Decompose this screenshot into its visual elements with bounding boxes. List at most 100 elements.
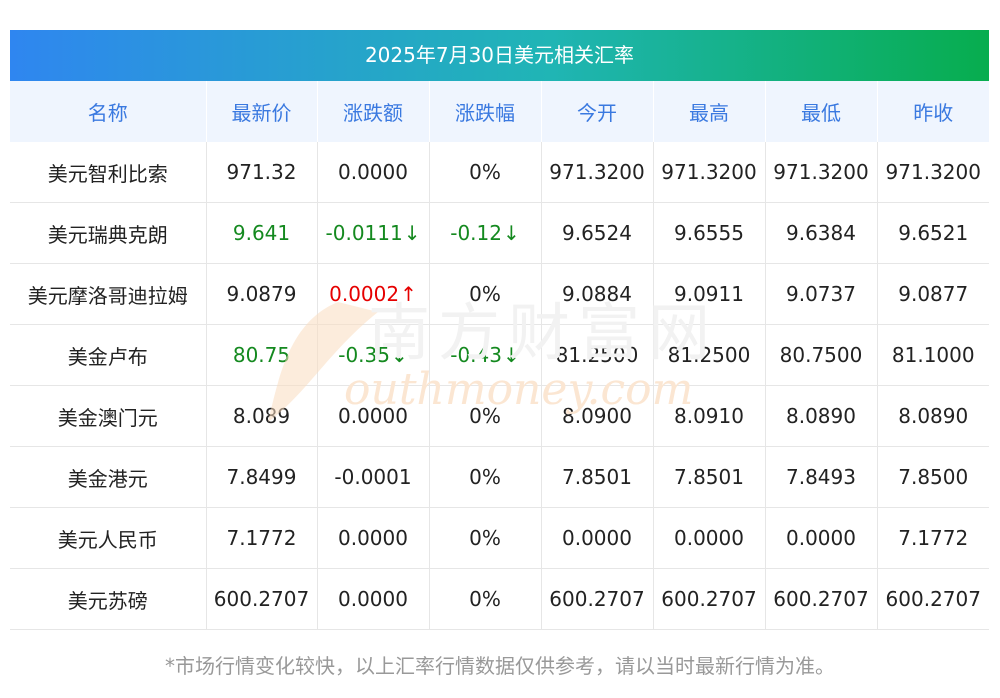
row-price: 971.32 [206,142,318,203]
row-change: 0.0000 [317,568,430,630]
row-open: 9.6524 [541,202,654,264]
row-change-pct-value: 0% [469,526,501,550]
row-price-value: 600.2707 [213,587,310,611]
row-prev-close-value: 600.2707 [885,587,981,611]
column-header-high: 最高 [653,81,766,142]
row-prev-close-value: 9.0877 [898,282,969,306]
row-change: 0.0000 [317,142,430,203]
row-high-value: 0.0000 [674,526,744,550]
row-low-value: 9.0737 [786,282,856,306]
table-title: 2025年7月30日美元相关汇率 [10,30,989,81]
table-row: 美金港元 7.8499 -0.0001 0% 7.8501 7.8501 7.8493 7.8… [10,446,989,508]
row-price-value: 80.75 [232,343,291,367]
row-open: 8.0900 [541,385,654,447]
row-change: 0.0000 [317,385,430,447]
table-row: 美元智利比索 971.32 0.0000 0% 971.3200 971.3200 971.… [10,142,989,203]
row-name-value: 美金港元 [67,466,148,491]
row-price-value: 9.0879 [226,282,297,306]
table-row: 美元人民币 7.1772 0.0000 0% 0.0000 0.0000 0.0000 7.1… [10,507,989,569]
row-low: 600.2707 [765,568,878,630]
table-row: 美金澳门元 8.089 0.0000 0% 8.0900 8.0910 8.0890 8.08… [10,385,989,447]
table-row: 美元苏磅 600.2707 0.0000 0% 600.2707 600.2707 600.… [10,568,989,630]
row-prev-close: 8.0890 [877,385,989,447]
row-open-value: 971.3200 [549,160,645,184]
row-high: 9.6555 [653,202,766,264]
row-open: 600.2707 [541,568,654,630]
row-prev-close: 7.8500 [877,446,989,508]
arrow-up-icon: ↑ [400,282,417,306]
row-change: -0.0111↓ [317,202,430,264]
row-high: 9.0911 [653,263,766,325]
row-change-pct-value: 0% [469,587,501,611]
row-open-value: 600.2707 [549,587,645,611]
row-change-pct: 0% [429,385,542,447]
row-high-value: 8.0910 [674,404,744,428]
column-header-name: 名称 [10,81,207,142]
column-header-change: 涨跌额 [317,81,430,142]
row-name: 美金澳门元 [10,385,207,447]
row-name: 美金港元 [10,446,207,508]
row-high: 8.0910 [653,385,766,447]
row-prev-close: 600.2707 [877,568,989,630]
row-open: 7.8501 [541,446,654,508]
row-open-value: 81.2500 [555,343,639,367]
row-low: 8.0890 [765,385,878,447]
row-name-value: 美元摩洛哥迪拉姆 [27,283,188,308]
row-change-value: 0.0000 [338,160,408,184]
row-change-value: 0.0000 [338,404,408,428]
row-prev-close: 9.6521 [877,202,989,264]
table-row: 美金卢布 80.75 -0.35↓ -0.43↓ 81.2500 81.2500 80.75… [10,324,989,386]
row-low-value: 0.0000 [786,526,856,550]
row-high: 7.8501 [653,446,766,508]
row-prev-close-value: 81.1000 [891,343,975,367]
row-change-value: -0.35 [338,343,390,367]
row-name-value: 美金澳门元 [57,405,158,430]
arrow-down-icon: ↓ [502,221,520,245]
row-low: 80.7500 [765,324,878,386]
table-row: 美元瑞典克朗 9.641 -0.0111↓ -0.12↓ 9.6524 9.6555 9.6… [10,202,989,264]
row-high-value: 81.2500 [667,343,751,367]
row-change-value: 0.0000 [338,587,408,611]
row-change-pct-value: 0% [469,160,501,184]
row-high-value: 7.8501 [674,465,744,489]
row-change-pct: -0.43↓ [429,324,542,386]
column-header-low: 最低 [765,81,878,142]
row-open-value: 8.0900 [562,404,632,428]
row-change-pct: 0% [429,568,542,630]
row-change: 0.0000 [317,507,430,569]
row-name-value: 美元苏磅 [67,588,148,613]
row-open-value: 9.0884 [562,282,632,306]
row-low-value: 8.0890 [786,404,856,428]
exchange-rate-card: 2025年7月30日美元相关汇率 名称 最新价 涨跌额 涨跌幅 今开 最高 最低… [10,30,989,630]
row-change-value: -0.0111 [325,221,403,245]
row-price-value: 9.641 [232,221,291,245]
row-change-value: 0.0000 [338,526,408,550]
row-price: 9.641 [206,202,318,264]
row-prev-close: 9.0877 [877,263,989,325]
table-row: 美元摩洛哥迪拉姆 9.0879 0.0002↑ 0% 9.0884 9.0911 9.073… [10,263,989,325]
row-low: 9.0737 [765,263,878,325]
table-header-row: 名称 最新价 涨跌额 涨跌幅 今开 最高 最低 昨收 [10,81,989,142]
row-high-value: 971.3200 [661,160,757,184]
row-change: 0.0002↑ [317,263,430,325]
row-low-value: 600.2707 [773,587,869,611]
row-name: 美元人民币 [10,507,207,569]
row-low-value: 7.8493 [786,465,856,489]
row-prev-close: 7.1772 [877,507,989,569]
row-high-value: 600.2707 [661,587,757,611]
row-name-value: 美元智利比索 [47,161,168,186]
column-header-change-pct: 涨跌幅 [429,81,542,142]
row-price: 7.1772 [206,507,318,569]
row-price: 7.8499 [206,446,318,508]
row-open: 0.0000 [541,507,654,569]
row-prev-close-value: 971.3200 [885,160,981,184]
row-change-pct-value: 0% [469,404,501,428]
row-change: -0.0001 [317,446,430,508]
row-price: 600.2707 [206,568,318,630]
row-low-value: 9.6384 [786,221,856,245]
row-change-pct-value: 0% [469,465,501,489]
row-open-value: 0.0000 [562,526,632,550]
column-header-price: 最新价 [206,81,318,142]
row-low: 9.6384 [765,202,878,264]
row-open: 81.2500 [541,324,654,386]
